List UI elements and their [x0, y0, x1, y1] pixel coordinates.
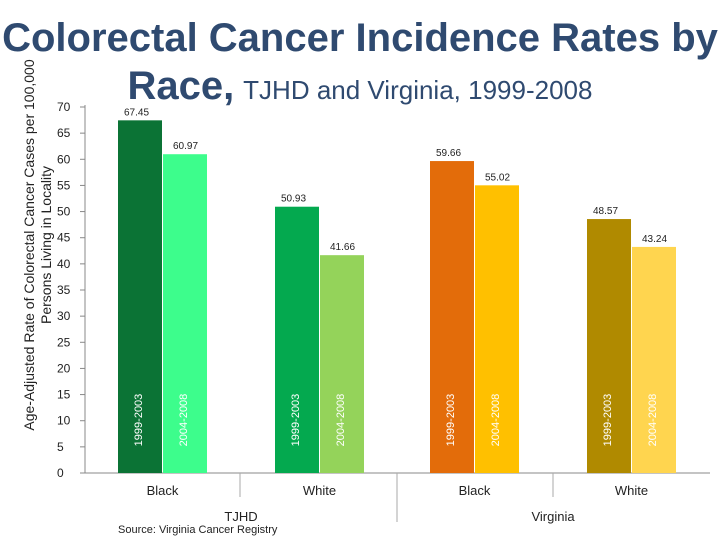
x-category-label: Black — [147, 483, 179, 498]
source-note: Source: Virginia Cancer Registry — [118, 524, 278, 536]
y-tick-label: 65 — [57, 126, 71, 140]
data-label: 67.45 — [124, 107, 149, 118]
y-tick-label: 5 — [57, 440, 64, 454]
bar — [320, 255, 364, 473]
bar — [163, 154, 207, 474]
y-tick-label: 55 — [57, 178, 71, 192]
y-tick-label: 60 — [57, 152, 71, 166]
y-tick-label: 70 — [57, 100, 71, 114]
y-tick-label: 20 — [57, 361, 71, 375]
chart-title-subtitle: TJHD and Virginia, 1999-2008 — [243, 75, 593, 105]
bar — [430, 161, 474, 474]
chart-title-race: Race, — [127, 64, 235, 108]
y-tick-label: 45 — [57, 231, 71, 245]
bar-period-label: 2004-2008 — [335, 394, 347, 447]
data-label: 59.66 — [436, 148, 461, 159]
data-label: 55.02 — [485, 172, 510, 183]
y-tick-label: 10 — [57, 414, 71, 428]
x-category-label: Black — [459, 483, 491, 498]
bar-period-label: 2004-2008 — [490, 394, 502, 447]
y-tick-label: 35 — [57, 283, 71, 297]
chart-title-line1: Colorectal Cancer Incidence Rates by — [2, 16, 718, 60]
chart-title: Colorectal Cancer Incidence Rates by Rac… — [0, 14, 720, 114]
data-label: 43.24 — [642, 234, 667, 245]
data-label: 60.97 — [173, 141, 198, 152]
bar — [118, 120, 162, 473]
y-tick-label: 40 — [57, 257, 71, 271]
data-label: 41.66 — [330, 242, 355, 253]
bar-period-label: 2004-2008 — [647, 394, 659, 447]
bar-period-label: 1999-2003 — [290, 394, 302, 447]
y-tick-label: 50 — [57, 205, 71, 219]
y-tick-label: 15 — [57, 388, 71, 402]
data-label: 48.57 — [593, 206, 618, 217]
x-category-label: White — [615, 483, 648, 498]
data-label: 50.93 — [281, 194, 306, 205]
x-category-label: White — [303, 483, 336, 498]
bar — [475, 185, 519, 473]
y-tick-label: 25 — [57, 335, 71, 349]
bar-period-label: 1999-2003 — [133, 394, 145, 447]
bar — [632, 246, 676, 473]
bar — [275, 206, 319, 473]
bar-period-label: 1999-2003 — [602, 394, 614, 447]
x-region-label: TJHD — [224, 509, 257, 524]
bar-period-label: 2004-2008 — [178, 394, 190, 447]
bar-period-label: 1999-2003 — [445, 394, 457, 447]
bar — [587, 219, 631, 473]
x-region-label: Virginia — [531, 509, 575, 524]
y-tick-label: 30 — [57, 309, 71, 323]
y-tick-label: 0 — [57, 466, 64, 480]
